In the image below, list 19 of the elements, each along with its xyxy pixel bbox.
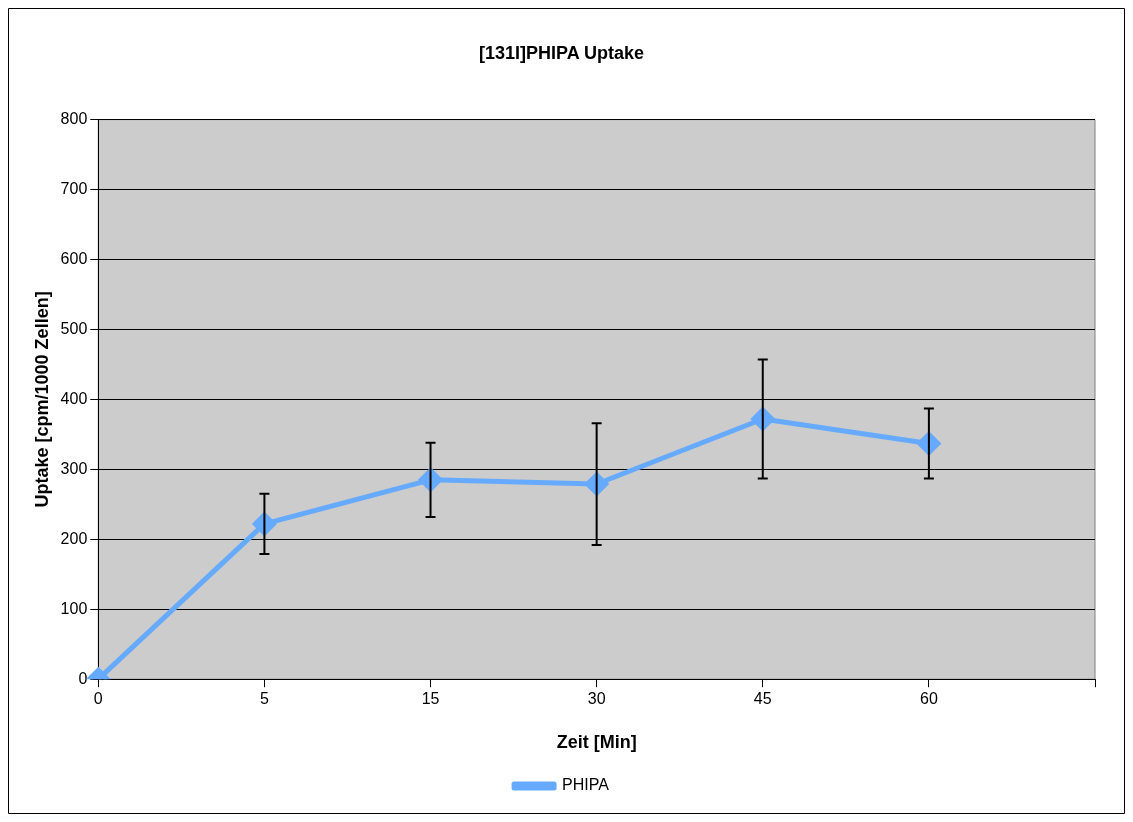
y-tick-label: 0 <box>78 669 88 687</box>
x-tick-label: 0 <box>93 690 103 708</box>
legend-label: PHIPA <box>562 776 610 794</box>
x-tick-label: 30 <box>587 690 606 708</box>
y-axis-title: Uptake [cpm/1000 Zellen] <box>31 291 52 508</box>
y-tick-label: 800 <box>60 110 88 128</box>
x-tick-label: 45 <box>753 690 772 708</box>
x-axis-title: Zeit [Min] <box>556 732 637 753</box>
x-tick-label: 5 <box>259 690 269 708</box>
x-tick-label: 60 <box>919 690 938 708</box>
chart-title: [131I]PHIPA Uptake <box>478 42 645 63</box>
y-tick-label: 600 <box>60 249 88 267</box>
y-tick-label: 200 <box>60 529 88 547</box>
y-tick-label: 100 <box>60 599 88 617</box>
y-tick-label: 500 <box>60 319 88 337</box>
y-tick-label: 400 <box>60 389 88 407</box>
y-tick-label: 300 <box>60 459 88 477</box>
x-tick-label: 15 <box>421 690 440 708</box>
y-tick-label: 700 <box>60 179 88 197</box>
